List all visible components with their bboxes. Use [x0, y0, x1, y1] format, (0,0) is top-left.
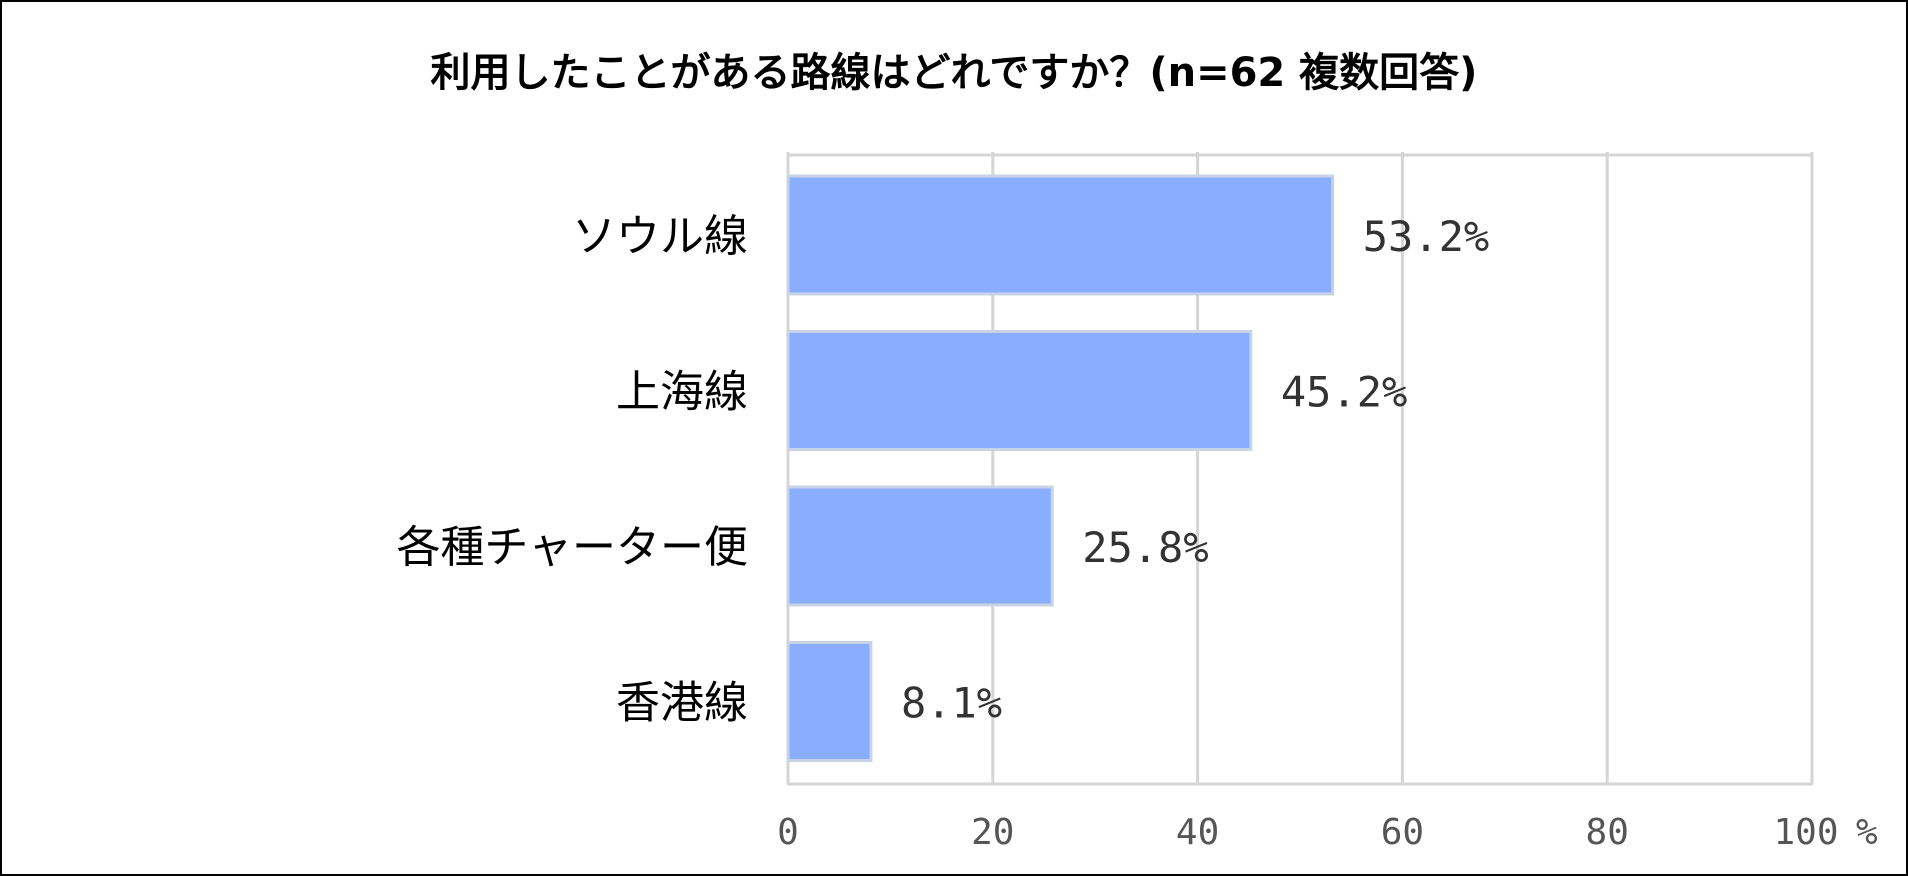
bar-3: [786, 641, 873, 762]
x-tick-label-40: 40: [1176, 812, 1219, 853]
x-tick-label-0: 0: [777, 812, 799, 853]
x-tick-label-60: 60: [1381, 812, 1424, 853]
x-tick-label-20: 20: [971, 812, 1014, 853]
value-label-3: 8.1%: [901, 679, 1002, 728]
bar-0: [786, 174, 1335, 296]
x-tick-label-100: 100: [1773, 812, 1838, 853]
bar-2: [786, 485, 1054, 607]
value-label-0: 53.2%: [1363, 212, 1489, 261]
category-label-2: 各種チャーター便: [396, 522, 748, 573]
value-label-2: 25.8%: [1082, 523, 1208, 572]
value-label-1: 45.2%: [1281, 368, 1407, 417]
bar-1: [786, 330, 1253, 451]
category-label-0: ソウル線: [572, 211, 748, 262]
x-tick-label-80: 80: [1586, 812, 1629, 853]
x-unit-label: %: [1856, 812, 1878, 853]
chart-title: 利用したことがある路線はどれですか？(n=62 複数回答): [430, 50, 1478, 96]
category-label-1: 上海線: [616, 367, 748, 418]
category-label-3: 香港線: [616, 678, 748, 729]
